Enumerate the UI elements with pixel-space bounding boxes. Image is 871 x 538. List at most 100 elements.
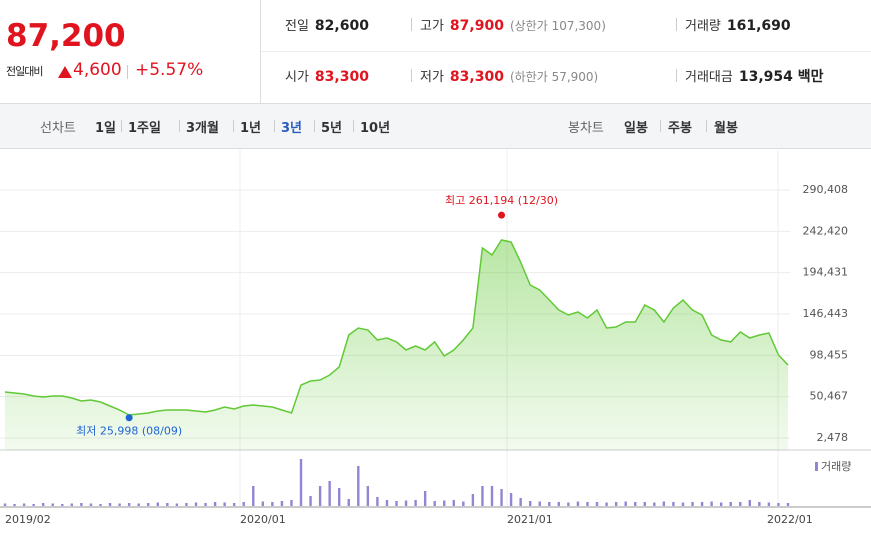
volume-bar: [691, 502, 694, 506]
stat-value: 83,300: [449, 69, 504, 85]
stat-item: 전일 82,600: [285, 15, 369, 34]
stat-item: 거래량 161,690: [685, 15, 791, 34]
volume-bar: [118, 503, 121, 506]
y-tick-label: 290,408: [803, 183, 849, 196]
price-area: [5, 240, 788, 450]
volume-bar: [232, 503, 236, 506]
volume-bar: [538, 501, 541, 506]
volume-bar: [366, 486, 370, 506]
x-tick-label: 2020/01: [240, 513, 286, 526]
volume-bar: [605, 502, 608, 506]
y-tick-label: 2,478: [817, 431, 849, 444]
period-tab[interactable]: 10년: [360, 121, 391, 136]
stat-label: 거래대금: [685, 70, 733, 85]
separator: [353, 120, 354, 132]
volume-bar: [748, 500, 752, 506]
volume-bar: [395, 501, 398, 506]
volume-bar: [213, 502, 217, 506]
volume-bar: [328, 481, 331, 506]
volume-bar: [758, 502, 761, 506]
volume-bar: [681, 502, 685, 506]
change-percent: +5.57%: [135, 60, 204, 80]
candle-tab[interactable]: 주봉: [668, 121, 692, 136]
volume-bar: [528, 501, 532, 506]
period-tab[interactable]: 3년: [281, 121, 303, 136]
volume-bar: [614, 502, 618, 506]
volume-bar: [185, 503, 188, 506]
volume-bar: [3, 503, 7, 506]
current-price: 87,200: [6, 18, 126, 54]
stat-item: 고가 87,900 (상한가 107,300): [420, 15, 606, 34]
period-tab[interactable]: 1주일: [128, 121, 161, 136]
annotation-label: 최고 261,194 (12/30): [445, 194, 558, 207]
up-arrow: [58, 66, 72, 78]
volume-bar: [376, 497, 379, 506]
change-label: 전일대비: [6, 65, 43, 78]
volume-bar: [89, 503, 93, 506]
separator: [411, 69, 412, 82]
separator: [127, 65, 128, 79]
stat-value: 161,690: [726, 18, 791, 34]
volume-bar: [433, 501, 436, 506]
stat-note: (하한가 57,900): [509, 70, 599, 84]
separator: [676, 69, 677, 82]
volume-bar: [719, 502, 723, 506]
stat-value: 82,600: [314, 18, 369, 34]
volume-bar: [739, 502, 742, 506]
y-tick-label: 50,467: [810, 390, 849, 403]
stat-label: 시가: [285, 70, 309, 85]
volume-bar: [710, 501, 713, 506]
volume-bar: [509, 493, 513, 506]
stat-item: 시가 83,300: [285, 66, 369, 85]
volume-bar: [280, 501, 284, 506]
volume-bar: [471, 494, 475, 506]
stat-item: 거래대금 13,954 백만: [685, 66, 824, 86]
volume-bar: [404, 500, 408, 506]
volume-bar: [347, 499, 350, 506]
candle-tab[interactable]: 월봉: [714, 121, 738, 136]
volume-bar: [108, 503, 112, 506]
volume-bar: [462, 501, 465, 506]
volume-bar: [414, 500, 417, 506]
volume-bar: [385, 500, 389, 506]
candle-tab[interactable]: 일봉: [624, 121, 648, 136]
y-tick-label: 146,443: [803, 307, 849, 320]
period-tab[interactable]: 5년: [321, 121, 343, 136]
stat-label: 거래량: [685, 19, 721, 34]
period-tab[interactable]: 1년: [240, 121, 262, 136]
separator: [233, 120, 234, 132]
volume-bar: [261, 501, 265, 506]
x-tick-label: 2019/02: [5, 513, 51, 526]
volume-bar: [700, 502, 704, 506]
volume-bar: [32, 504, 35, 506]
volume-bar: [672, 502, 675, 506]
stat-note: (상한가 107,300): [509, 19, 606, 33]
volume-bar: [452, 500, 455, 506]
volume-bar: [299, 459, 303, 506]
volume-bar: [318, 486, 322, 506]
volume-bar: [290, 500, 293, 506]
change-amount: 4,600: [73, 60, 122, 80]
volume-bar: [786, 503, 790, 506]
stat-value: 87,900: [449, 18, 504, 34]
volume-bar: [51, 503, 54, 506]
volume-bar: [166, 503, 169, 506]
volume-bar: [41, 503, 45, 506]
period-tab[interactable]: 1일: [95, 121, 117, 136]
toolbar: 선차트 1일 1주일 3개월 1년 3년 5년 10년 봉차트 일봉 주봉 월봉: [0, 103, 871, 149]
volume-bar: [586, 502, 589, 506]
stat-item: 저가 83,300 (하한가 57,900): [420, 66, 598, 85]
stats-grid: 전일 82,600 고가 87,900 (상한가 107,300) 거래량 161,690 시…: [261, 0, 871, 103]
period-tab[interactable]: 3개월: [186, 121, 219, 136]
volume-bar: [271, 502, 274, 506]
annotation-dot: [498, 211, 506, 219]
volume-legend-swatch: [815, 462, 818, 471]
volume-bar: [557, 502, 561, 506]
volume-bar: [61, 504, 64, 506]
volume-bar: [137, 503, 140, 506]
volume-bar: [99, 504, 102, 506]
volume-legend: 거래량: [821, 460, 851, 473]
row-divider: [261, 51, 871, 52]
volume-bar: [242, 502, 245, 506]
volume-bar: [500, 489, 503, 506]
